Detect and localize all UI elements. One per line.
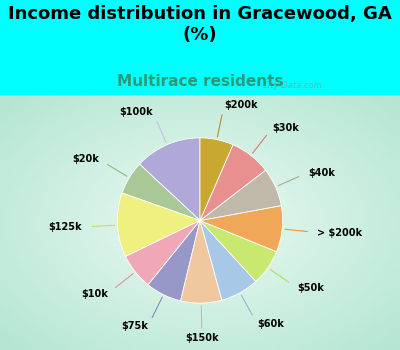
Text: $200k: $200k <box>224 100 258 110</box>
Text: $10k: $10k <box>81 289 108 299</box>
Wedge shape <box>122 164 200 220</box>
Wedge shape <box>200 170 281 220</box>
Wedge shape <box>148 220 200 301</box>
Wedge shape <box>200 138 233 220</box>
Wedge shape <box>200 205 283 252</box>
Wedge shape <box>140 138 200 220</box>
Text: $30k: $30k <box>272 122 300 133</box>
Text: $50k: $50k <box>297 283 324 293</box>
Text: $100k: $100k <box>119 107 153 117</box>
Text: Multirace residents: Multirace residents <box>117 74 283 89</box>
Text: $40k: $40k <box>308 168 335 177</box>
Text: $150k: $150k <box>185 334 219 343</box>
Wedge shape <box>117 193 200 257</box>
Wedge shape <box>126 220 200 285</box>
Wedge shape <box>200 220 276 281</box>
Text: $20k: $20k <box>72 154 99 164</box>
Text: $75k: $75k <box>121 321 148 331</box>
Text: $60k: $60k <box>257 319 284 329</box>
Wedge shape <box>200 220 256 300</box>
Text: City-Data.com: City-Data.com <box>262 82 322 90</box>
Text: Income distribution in Gracewood, GA
(%): Income distribution in Gracewood, GA (%) <box>8 5 392 44</box>
Wedge shape <box>200 145 266 220</box>
Wedge shape <box>181 220 222 303</box>
Text: $125k: $125k <box>49 222 82 232</box>
Text: > $200k: > $200k <box>317 228 362 238</box>
